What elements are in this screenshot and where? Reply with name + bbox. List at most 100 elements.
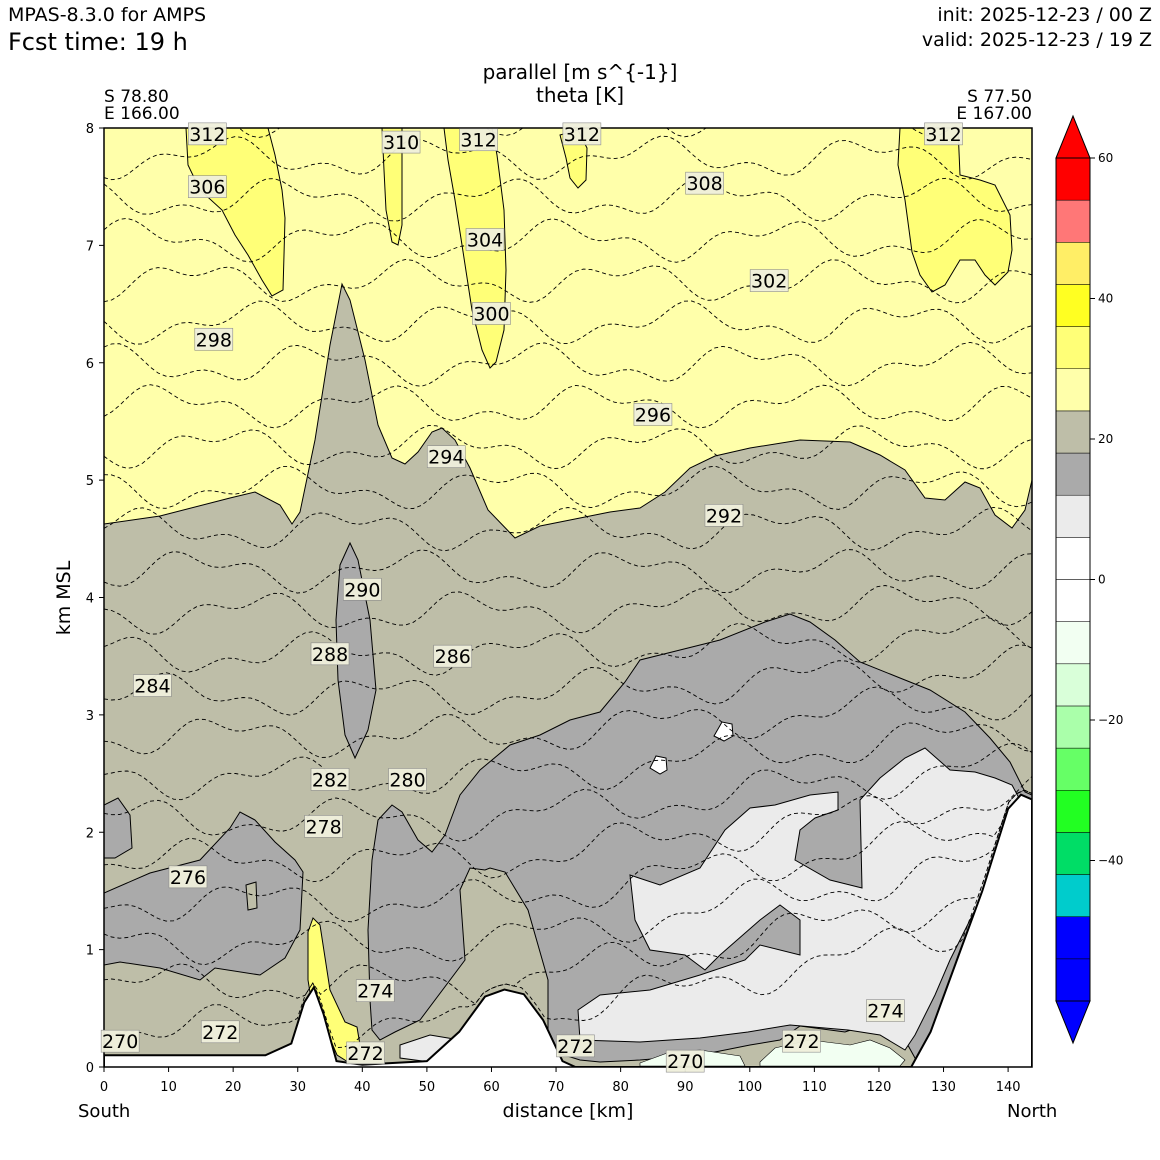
- theta-label-text: 272: [557, 1036, 593, 1058]
- isentrope-282: [104, 722, 1032, 801]
- right-longitude: E 167.00: [956, 104, 1032, 124]
- theta-label-text: 280: [389, 769, 425, 791]
- theta-label-282: 282: [310, 768, 350, 791]
- wind-loop-b: [245, 881, 258, 911]
- theta-label-box: [355, 979, 395, 1003]
- theta-label-box: [782, 1029, 821, 1053]
- colorbar-segment: [1055, 157, 1091, 201]
- theta-label-298: 298: [194, 327, 234, 351]
- theta-label-box: [133, 674, 172, 697]
- colorbar-segment: [1055, 452, 1091, 496]
- theta-label-text: 270: [102, 1031, 138, 1053]
- isentrope-304: [104, 300, 1032, 345]
- colorbar-segment: [1055, 705, 1091, 749]
- theta-label-272: 272: [346, 1041, 385, 1065]
- theta-label-text: 312: [460, 130, 496, 152]
- x-tick-label: 60: [483, 1080, 500, 1095]
- isentrope-286: [104, 644, 1032, 716]
- x-tick-label: 140: [996, 1080, 1021, 1095]
- theta-label-288: 288: [310, 642, 350, 666]
- theta-label-box: [665, 1049, 705, 1073]
- theta-label-text: 300: [473, 303, 509, 325]
- x-tick-label: 30: [289, 1080, 306, 1095]
- south-label: South: [78, 1101, 131, 1122]
- x-tick-label: 70: [548, 1080, 565, 1095]
- valid-time: valid: 2025-12-23 / 19 Z: [921, 29, 1152, 51]
- isentrope-274: [104, 789, 1032, 966]
- colorbar-segment: [1055, 916, 1091, 960]
- y-axis-label: km MSL: [53, 560, 75, 635]
- colorbar-tick-label: 60: [1098, 151, 1113, 165]
- theta-label-text: 272: [347, 1043, 383, 1065]
- theta-label-278: 278: [304, 815, 343, 838]
- x-tick-label: 20: [225, 1080, 242, 1095]
- theta-label-box: [346, 1041, 385, 1065]
- colorbar-segment: [1055, 368, 1091, 412]
- theta-label-text: 284: [134, 676, 170, 698]
- theta-label-text: 292: [706, 505, 742, 527]
- theta-label-280: 280: [388, 768, 427, 791]
- colorbar-segment: [1055, 747, 1091, 791]
- colorbar-segment: [1055, 874, 1091, 917]
- theta-label-270: 270: [100, 1029, 140, 1053]
- colorbar-segment: [1055, 242, 1091, 285]
- colorbar-tick-label: 40: [1098, 292, 1113, 306]
- colorbar-tick-label: −40: [1098, 854, 1123, 868]
- theta-label-box: [749, 269, 789, 292]
- theta-label-text: 304: [467, 230, 503, 252]
- colorbar-segment: [1055, 537, 1091, 580]
- theta-label-312: 312: [188, 122, 227, 146]
- chart-title-theta: theta [K]: [536, 83, 624, 107]
- isentrope-288: [104, 616, 1032, 676]
- theta-label-text: 290: [344, 579, 380, 601]
- theta-label-312: 312: [924, 122, 963, 146]
- colorbar-tick-label: 0: [1098, 573, 1106, 587]
- theta-label-box: [433, 644, 473, 668]
- theta-label-294: 294: [426, 445, 466, 469]
- y-tick-label: 0: [86, 1061, 94, 1076]
- y-tick-label: 2: [86, 826, 94, 841]
- isentrope-270: [104, 789, 1032, 1048]
- theta-label-text: 312: [564, 124, 600, 146]
- theta-label-274: 274: [355, 979, 395, 1003]
- y-tick-label: 7: [86, 239, 94, 254]
- isentrope-296: [104, 465, 1032, 510]
- colorbar-segment: [1055, 621, 1091, 665]
- isentrope-290: [104, 585, 1032, 635]
- theta-label-284: 284: [133, 674, 172, 698]
- x-axis-label: distance [km]: [503, 1100, 634, 1122]
- x-tick-label: 40: [354, 1080, 371, 1095]
- theta-label-box: [866, 999, 905, 1022]
- isentrope-310: [104, 177, 1032, 222]
- theta-label-text: 272: [202, 1022, 238, 1044]
- isentrope-292: [104, 549, 1032, 594]
- theta-isentropes: [104, 128, 1032, 1048]
- theta-label-text: 312: [189, 124, 225, 146]
- theta-label-text: 294: [428, 447, 464, 469]
- theta-label-text: 286: [435, 646, 471, 668]
- isentrope-300: [104, 384, 1032, 429]
- theta-label-text: 274: [357, 981, 393, 1003]
- isentrope-272: [104, 789, 1032, 1005]
- theta-label-text: 302: [751, 271, 787, 293]
- left-latitude: S 78.80: [104, 87, 169, 107]
- theta-label-box: [188, 175, 227, 198]
- isentrope-302: [104, 341, 1032, 387]
- theta-label-text: 306: [189, 177, 225, 199]
- theta-label-box: [188, 122, 227, 146]
- wind-region-30-35: [185, 128, 1013, 1063]
- theta-label-box: [633, 403, 673, 426]
- y-tick-label: 6: [86, 357, 94, 372]
- theta-label-286: 286: [433, 644, 473, 668]
- theta-label-box: [472, 302, 511, 325]
- isentrope-278: [104, 776, 1032, 883]
- colorbar-segment: [1055, 663, 1091, 707]
- x-tick-label: 80: [612, 1080, 629, 1095]
- north-label: North: [1007, 1101, 1058, 1122]
- theta-label-text: 270: [667, 1051, 703, 1073]
- theta-label-box: [200, 1020, 240, 1044]
- x-tick-label: 120: [867, 1080, 892, 1095]
- colorbar-max-arrow: [1055, 114, 1091, 159]
- colorbar-segment: [1055, 579, 1091, 622]
